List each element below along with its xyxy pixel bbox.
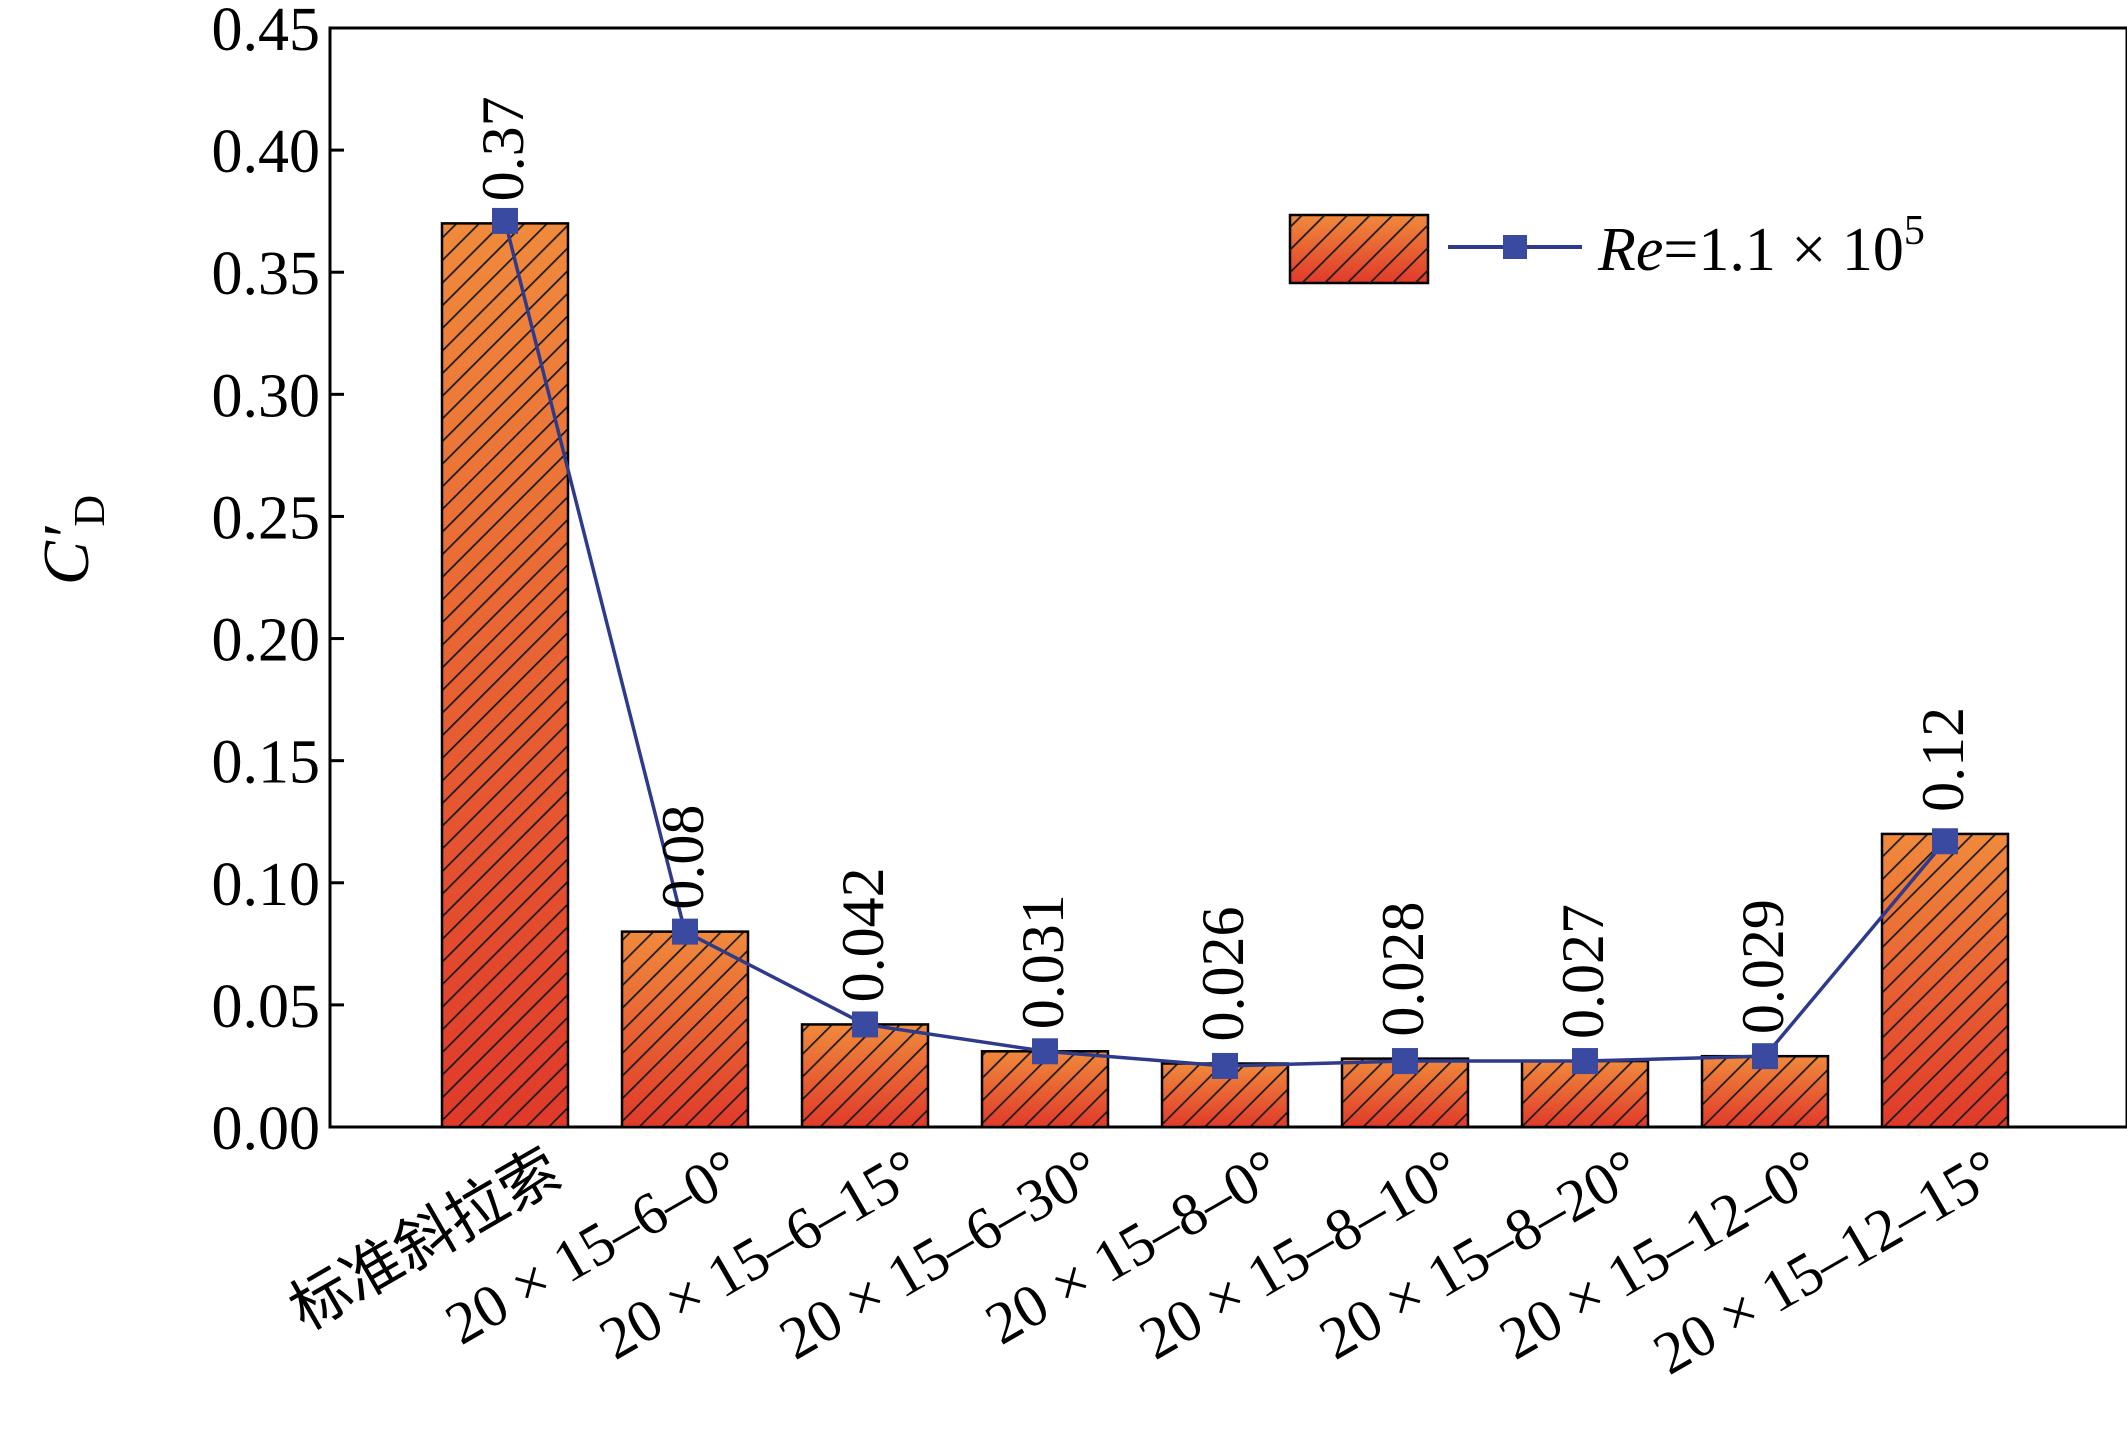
data-label: 0.029 (1730, 899, 1796, 1034)
y-tick-label: 0.45 (212, 0, 321, 64)
bar-hatch (800, 1023, 930, 1129)
bar (800, 1023, 930, 1129)
y-axis-title-subscript: D (65, 495, 114, 527)
series-marker (672, 918, 698, 945)
data-label: 0.37 (470, 96, 536, 201)
y-axis-title: C′D (30, 495, 114, 585)
bar-hatch (440, 222, 570, 1129)
series-marker (852, 1011, 878, 1038)
y-tick-label: 0.00 (212, 1095, 321, 1163)
bar (620, 930, 750, 1129)
y-axis-title-main: C′ (30, 525, 103, 585)
series-marker (1932, 828, 1958, 855)
y-tick-label: 0.20 (212, 607, 321, 675)
data-label: 0.08 (650, 805, 716, 910)
bar (1880, 832, 2010, 1129)
y-tick-label: 0.25 (212, 484, 321, 552)
series-marker (1752, 1043, 1778, 1070)
y-tick-label: 0.30 (212, 362, 321, 430)
y-axis: 0.00 0.05 0.10 0.15 0.20 0.25 0.30 0.35 0.40 0.45 (212, 0, 344, 1163)
data-label: 0.026 (1190, 907, 1256, 1042)
series-marker (1392, 1048, 1418, 1075)
data-label: 0.027 (1550, 904, 1616, 1039)
y-tick-label: 0.35 (212, 240, 321, 308)
bar (1700, 1054, 1830, 1129)
series-marker (1572, 1048, 1598, 1075)
series-marker (492, 207, 518, 234)
bar-hatch (1880, 832, 2010, 1129)
data-label: 0.031 (1010, 894, 1076, 1029)
bars (440, 222, 2010, 1129)
legend-bar-hatch (1290, 215, 1428, 283)
data-label: 0.028 (1370, 902, 1436, 1037)
series-marker (1032, 1038, 1058, 1065)
legend-label-text: =1.1 × 10 (1663, 216, 1903, 284)
legend-label-superscript: 5 (1904, 208, 1925, 254)
y-tick-label: 0.15 (212, 729, 321, 797)
y-tick-label: 0.10 (212, 851, 321, 919)
legend-label-prefix: Re (1597, 216, 1663, 284)
series-line (492, 207, 1958, 1079)
data-labels: 0.37 0.08 0.042 0.031 0.026 0.028 0.027 0.029 0.… (470, 96, 1976, 1041)
svg-text:C′D: C′D (30, 495, 114, 585)
legend: Re=1.1 × 105 (1288, 208, 1925, 285)
y-tick-label: 0.40 (212, 118, 321, 186)
y-tick-label: 0.05 (212, 973, 321, 1041)
legend-label: Re=1.1 × 105 (1597, 208, 1925, 284)
series-marker (1212, 1052, 1238, 1079)
bar-hatch (620, 930, 750, 1129)
legend-marker (1503, 235, 1527, 259)
data-label: 0.042 (830, 867, 896, 1002)
bar (440, 222, 570, 1129)
data-label: 0.12 (1910, 707, 1976, 812)
